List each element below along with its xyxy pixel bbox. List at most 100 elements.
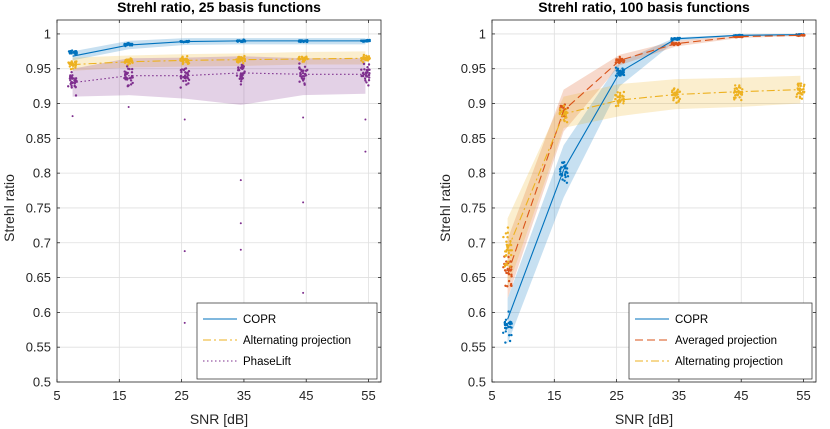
- data-point: [670, 38, 673, 41]
- data-point: [74, 94, 78, 97]
- data-point: [803, 33, 806, 37]
- data-point: [734, 94, 737, 97]
- data-point: [506, 226, 510, 229]
- data-point: [240, 63, 243, 67]
- data-point: [507, 310, 510, 313]
- data-point: [622, 99, 625, 103]
- data-point: [365, 81, 368, 84]
- data-point: [614, 104, 618, 108]
- data-point: [507, 279, 511, 283]
- outlier-point: [239, 222, 242, 225]
- chart-left-title: Strehl ratio, 25 basis functions: [117, 0, 321, 15]
- data-point: [508, 339, 512, 343]
- data-point: [563, 173, 567, 177]
- data-point: [237, 55, 241, 59]
- data-point: [506, 231, 509, 234]
- x-tick-label: 5: [488, 388, 495, 403]
- data-point: [506, 236, 509, 239]
- data-point: [70, 84, 73, 87]
- data-point: [502, 235, 505, 239]
- data-point: [616, 72, 619, 75]
- data-point: [298, 62, 301, 65]
- data-point: [362, 62, 366, 66]
- data-point: [617, 104, 620, 108]
- data-point: [185, 57, 188, 61]
- data-point: [509, 320, 512, 324]
- x-tick-label: 15: [112, 388, 126, 403]
- data-point: [504, 330, 507, 333]
- data-point: [180, 68, 184, 71]
- data-point: [616, 58, 620, 61]
- data-point: [366, 66, 369, 69]
- band-alternating-projection: [507, 75, 801, 289]
- outlier-point: [183, 321, 186, 324]
- data-point: [561, 178, 564, 181]
- chart-left-grid: [56, 20, 381, 383]
- data-point: [366, 58, 369, 61]
- data-point: [506, 285, 509, 288]
- data-point: [504, 284, 507, 287]
- data-point: [365, 75, 369, 78]
- legend-label: COPR: [243, 314, 276, 326]
- data-point: [70, 86, 73, 89]
- x-tick-label: 45: [734, 388, 748, 403]
- data-point: [182, 79, 185, 83]
- data-point: [676, 88, 680, 91]
- chart-right-ylabel: Strehl ratio: [437, 174, 453, 242]
- data-point: [504, 318, 508, 321]
- data-point: [131, 81, 134, 85]
- data-point: [74, 66, 77, 69]
- data-point: [242, 65, 245, 68]
- data-point: [614, 74, 618, 77]
- band-copr: [507, 33, 801, 344]
- data-point: [622, 102, 625, 105]
- data-point: [68, 77, 72, 80]
- data-point: [129, 79, 133, 82]
- series-line-averaged-projection: [507, 34, 801, 275]
- data-point: [127, 58, 130, 61]
- data-point: [559, 107, 562, 111]
- data-point: [303, 65, 307, 69]
- data-point: [677, 99, 680, 102]
- data-point: [677, 41, 681, 45]
- data-point: [509, 240, 512, 243]
- data-point: [235, 74, 239, 77]
- data-point: [741, 88, 744, 91]
- data-point: [618, 55, 621, 59]
- data-point: [72, 77, 76, 80]
- data-point: [70, 60, 73, 63]
- data-point: [363, 77, 367, 80]
- y-tick-label: 0.75: [461, 200, 486, 215]
- data-point: [187, 82, 190, 85]
- data-point: [507, 325, 510, 329]
- data-point: [510, 326, 513, 329]
- legend-label: Averaged projection: [675, 335, 777, 347]
- y-tick-label: 0.65: [461, 270, 486, 285]
- data-point: [505, 324, 509, 327]
- data-point: [125, 78, 129, 81]
- outlier-point: [302, 201, 305, 204]
- data-point: [367, 73, 371, 77]
- data-point: [562, 104, 565, 108]
- data-point: [239, 80, 243, 83]
- data-point: [123, 76, 126, 80]
- data-point: [70, 49, 74, 52]
- data-point: [622, 73, 626, 77]
- outlier-point: [302, 116, 305, 119]
- y-tick-label: 0.9: [33, 96, 51, 111]
- chart-left: Strehl ratio, 25 basis functions SNR [dB…: [1, 0, 382, 427]
- data-point: [243, 59, 247, 63]
- data-point: [128, 67, 131, 71]
- data-point: [124, 71, 128, 74]
- data-point: [67, 85, 70, 88]
- chart-right-xlabel: SNR [dB]: [615, 411, 673, 427]
- series-line-copr: [72, 40, 366, 57]
- data-point: [74, 85, 77, 89]
- data-point: [614, 97, 617, 101]
- data-point: [733, 87, 736, 91]
- data-point: [505, 327, 508, 330]
- data-point: [302, 77, 306, 80]
- data-point: [301, 72, 305, 75]
- data-point: [672, 99, 675, 102]
- data-point: [505, 271, 508, 275]
